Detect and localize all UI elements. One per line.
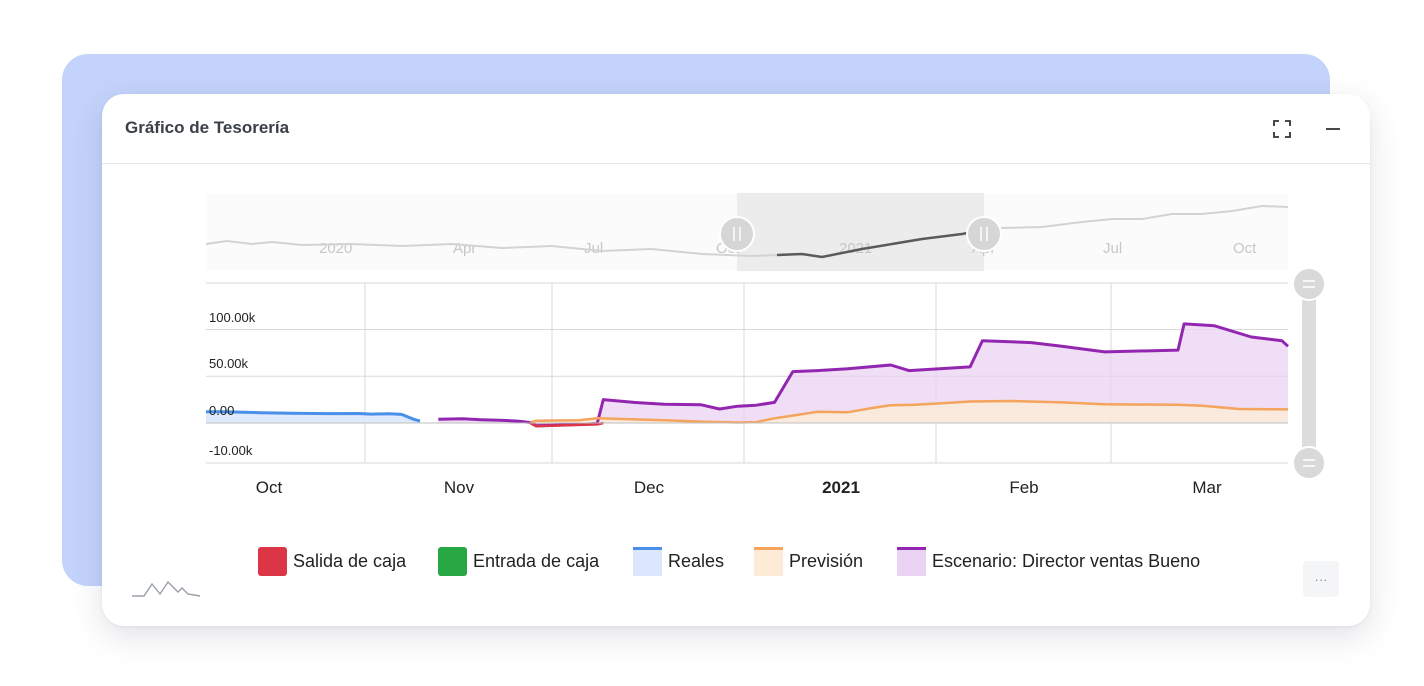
legend-swatch-salida: [258, 546, 287, 576]
expand-button[interactable]: [1269, 116, 1295, 142]
legend-swatch-entrada: [438, 546, 467, 576]
y-tick-label: 0.00: [209, 403, 234, 418]
navigator-label: Jul: [584, 240, 603, 257]
treasury-chart-card: Gráfico de Tesorería 2020AprJulOct2021Ap…: [102, 94, 1370, 626]
y-tick-label: 100.00k: [209, 310, 256, 325]
navigator-label: Apr: [453, 240, 476, 257]
navigator-selected-series: [776, 228, 985, 259]
y-tick-label: 50.00k: [209, 356, 249, 371]
legend-label: Entrada de caja: [473, 550, 600, 571]
legend-item-prevision[interactable]: Previsión: [754, 546, 863, 576]
legend-label: Salida de caja: [293, 550, 407, 571]
sparkline-logo-icon: [130, 576, 202, 605]
scrollbar-bottom-handle[interactable]: [1292, 446, 1326, 480]
x-tick-label: 2021: [822, 478, 860, 497]
navigator-label: 2020: [319, 240, 352, 257]
x-axis-labels: Oct Nov Dec 2021 Feb Mar: [256, 478, 1222, 497]
minimize-icon: [1326, 128, 1340, 130]
legend-swatch-reales: [633, 546, 662, 576]
series-line-previsi-n: [529, 399, 1289, 424]
navigator-label: Oct: [1233, 240, 1257, 257]
chart-legend: Salida de caja Entrada de caja Reales Pr…: [102, 546, 1370, 576]
legend-swatch-prevision: [754, 546, 783, 576]
card-header: Gráfico de Tesorería: [102, 94, 1370, 164]
legend-item-entrada[interactable]: Entrada de caja: [438, 546, 599, 576]
scrollbar-track[interactable]: [1302, 284, 1316, 464]
legend-item-escenario[interactable]: Escenario: Director ventas Bueno: [897, 546, 1200, 576]
minimize-button[interactable]: [1320, 116, 1346, 142]
x-tick-label: Feb: [1009, 478, 1038, 497]
scrollbar-top-handle[interactable]: [1292, 267, 1326, 301]
legend-swatch-escenario: [897, 546, 926, 576]
navigator-label: Jul: [1103, 240, 1122, 257]
x-tick-label: Oct: [256, 478, 283, 497]
expand-icon: [1273, 120, 1291, 138]
legend-label: Escenario: Director ventas Bueno: [932, 550, 1201, 571]
series-line-salida-de-caja: [529, 421, 604, 428]
x-tick-label: Nov: [444, 478, 475, 497]
navigator-selection[interactable]: [737, 193, 984, 271]
legend-item-salida[interactable]: Salida de caja: [258, 546, 406, 576]
legend-label: Reales: [668, 550, 725, 571]
navigator-right-handle[interactable]: [966, 216, 1002, 252]
series-area-previsi-n: [530, 401, 1288, 423]
legend-label: Previsión: [789, 550, 864, 571]
vertical-scrollbar[interactable]: [1292, 267, 1326, 480]
plot-series: [206, 322, 1290, 428]
more-options-button[interactable]: ···: [1303, 561, 1339, 597]
card-title: Gráfico de Tesorería: [125, 118, 290, 137]
navigator[interactable]: 2020AprJulOct2021AprJulOct: [205, 193, 1289, 271]
y-tick-label: -10.00k: [209, 443, 253, 458]
legend-item-reales[interactable]: Reales: [633, 546, 724, 576]
treasury-chart: 2020AprJulOct2021AprJulOct 100.00k50.00k…: [205, 193, 1326, 497]
navigator-left-handle[interactable]: [719, 216, 755, 252]
x-tick-label: Dec: [634, 478, 665, 497]
series-line-reales: [206, 410, 421, 423]
x-tick-label: Mar: [1192, 478, 1222, 497]
y-axis-labels: 100.00k 50.00k 0.00 -10.00k: [209, 310, 256, 458]
